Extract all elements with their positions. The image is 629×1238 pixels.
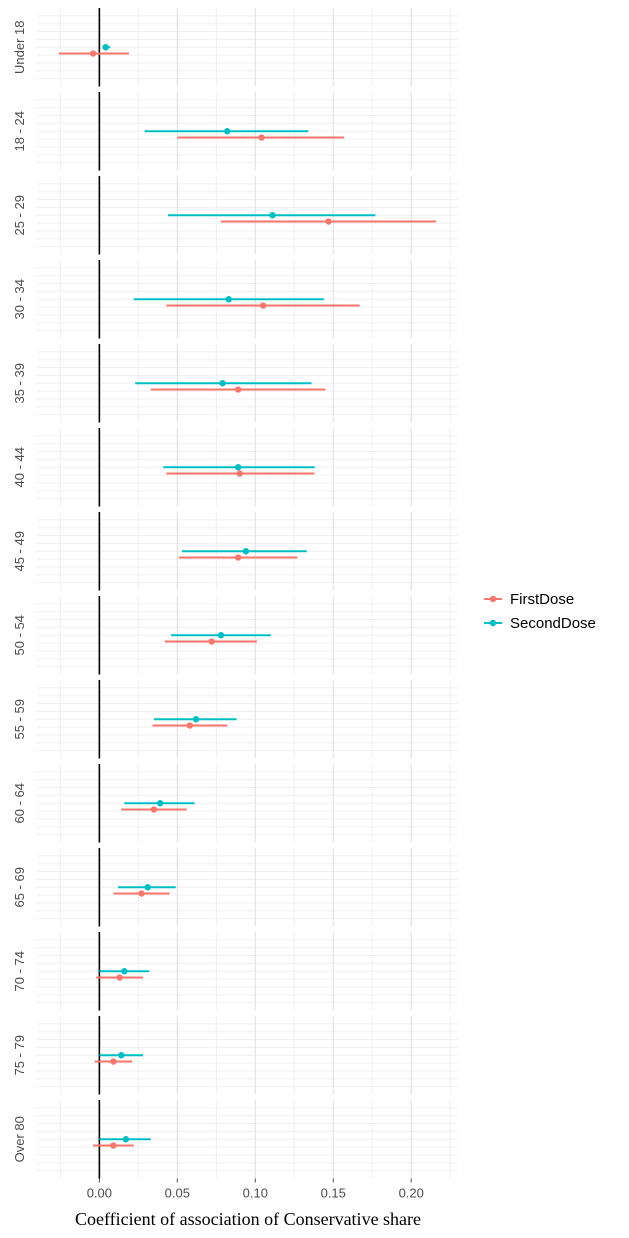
facet-label: 65 - 69 <box>12 867 27 907</box>
facet-strip <box>10 680 30 759</box>
legend-label-firstdose: FirstDose <box>510 591 574 608</box>
point-firstdose <box>138 890 145 897</box>
x-axis-title: Coefficient of association of Conservati… <box>75 1209 421 1229</box>
point-firstdose <box>208 638 215 645</box>
point-firstdose <box>89 50 97 57</box>
x-tick-label: 0.20 <box>399 1186 424 1201</box>
facet-panel: Over 80 <box>10 1100 458 1179</box>
facet-strip <box>10 344 30 423</box>
point-firstdose <box>325 218 332 225</box>
point-seconddose <box>234 464 242 471</box>
facet-label: 60 - 64 <box>12 783 27 823</box>
facet-panel: 35 - 39 <box>10 344 458 423</box>
facet-panel: 70 - 74 <box>10 932 458 1011</box>
facet-label: 50 - 54 <box>12 615 27 655</box>
x-tick-label: 0.00 <box>87 1186 112 1201</box>
facet-label: 30 - 34 <box>12 279 27 319</box>
facet-strip <box>10 932 30 1011</box>
facet-label: 45 - 49 <box>12 531 27 571</box>
x-tick-label: 0.15 <box>321 1186 346 1201</box>
facet-strip <box>10 8 30 87</box>
facet-strip <box>10 512 30 591</box>
facet-panel: 50 - 54 <box>10 596 458 675</box>
point-firstdose <box>110 1142 117 1149</box>
x-axis: 0.00 0.05 0.10 0.15 0.20 <box>87 1178 424 1201</box>
point-seconddose <box>121 968 128 975</box>
point-firstdose <box>116 974 123 981</box>
facet-panel: 25 - 29 <box>10 176 458 255</box>
facet-label: 40 - 44 <box>12 447 27 487</box>
facet-label: 18 - 24 <box>12 111 27 151</box>
point-firstdose <box>150 806 158 813</box>
point-firstdose <box>234 554 242 561</box>
facet-label: Under 18 <box>12 21 27 74</box>
facet-label: 75 - 79 <box>12 1035 27 1075</box>
facet-label: 35 - 39 <box>12 363 27 403</box>
point-firstdose <box>110 1058 117 1065</box>
x-tick-label: 0.10 <box>243 1186 268 1201</box>
point-seconddose <box>192 716 200 723</box>
facet-strip <box>10 1016 30 1095</box>
facet-label: 55 - 59 <box>12 699 27 739</box>
facet-strip <box>10 848 30 927</box>
facet-strip <box>10 764 30 843</box>
point-seconddose <box>225 296 232 303</box>
point-seconddose <box>217 632 225 639</box>
facet-strip <box>10 428 30 507</box>
point-seconddose <box>102 44 109 51</box>
facet-panels: Under 18 18 - 24 25 - 29 30 - 34 35 - 39 40 -… <box>10 8 458 1179</box>
point-firstdose <box>258 134 265 141</box>
legend-label-seconddose: SecondDose <box>510 615 596 632</box>
point-seconddose <box>118 1052 125 1059</box>
point-firstdose <box>236 470 243 477</box>
legend-key-point-seconddose <box>489 619 497 627</box>
facet-panel: 60 - 64 <box>10 764 458 843</box>
facet-panel: Under 18 <box>10 8 458 87</box>
legend-key-point-firstdose <box>489 595 497 603</box>
facet-panel: 30 - 34 <box>10 260 458 339</box>
facet-panel: 18 - 24 <box>10 92 458 171</box>
point-firstdose <box>259 302 267 309</box>
facet-label: 70 - 74 <box>12 951 27 991</box>
point-seconddose <box>156 800 164 807</box>
facet-label: 25 - 29 <box>12 195 27 235</box>
facet-panel: 40 - 44 <box>10 428 458 507</box>
facet-label: Over 80 <box>12 1116 27 1162</box>
point-seconddose <box>242 548 250 555</box>
point-seconddose <box>269 212 276 219</box>
point-firstdose <box>186 722 194 729</box>
facet-strip <box>10 596 30 675</box>
point-seconddose <box>144 884 151 891</box>
facet-strip <box>10 260 30 339</box>
x-tick-label: 0.05 <box>165 1186 190 1201</box>
point-seconddose <box>224 128 231 135</box>
facet-panel: 75 - 79 <box>10 1016 458 1095</box>
facet-panel: 65 - 69 <box>10 848 458 927</box>
point-firstdose <box>234 386 242 393</box>
facet-panel: 45 - 49 <box>10 512 458 591</box>
facet-panel: 55 - 59 <box>10 680 458 759</box>
legend: FirstDose SecondDose <box>484 591 596 632</box>
facet-strip <box>10 176 30 255</box>
facet-strip <box>10 92 30 171</box>
point-seconddose <box>122 1136 130 1143</box>
point-seconddose <box>219 380 226 387</box>
facet-strip <box>10 1100 30 1179</box>
